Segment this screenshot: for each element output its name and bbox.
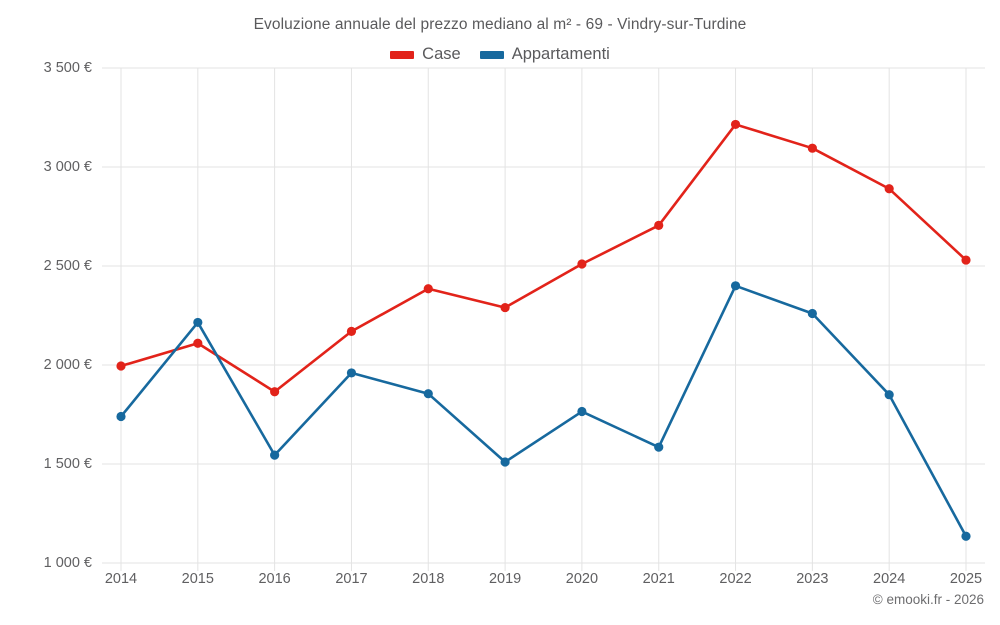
y-axis-tick-label: 2 500 €	[43, 258, 92, 274]
grid-lines	[102, 67, 985, 571]
y-axis-tick-label: 1 500 €	[43, 456, 92, 472]
data-point[interactable]	[884, 184, 894, 194]
legend-label-case: Case	[422, 45, 461, 63]
y-axis-tick-label: 3 500 €	[43, 60, 92, 76]
data-point[interactable]	[193, 317, 203, 328]
y-axis-tick-label: 1 000 €	[43, 555, 92, 571]
data-point[interactable]	[346, 368, 357, 378]
x-axis-tick-label: 2015	[181, 571, 214, 587]
data-point[interactable]	[807, 143, 817, 153]
legend-swatch-appartamenti	[479, 50, 504, 59]
x-axis-tick-label: 2014	[104, 571, 138, 587]
x-axis-tick-label: 2016	[258, 571, 291, 587]
legend-swatch-case	[390, 50, 415, 59]
data-point[interactable]	[500, 457, 510, 467]
legend-item-case[interactable]: Case	[390, 45, 461, 64]
data-point[interactable]	[884, 390, 894, 400]
data-point[interactable]	[654, 220, 664, 231]
data-point[interactable]	[577, 406, 587, 417]
series-line[interactable]	[119, 123, 968, 394]
data-point[interactable]	[346, 326, 357, 336]
data-point[interactable]	[654, 442, 664, 452]
x-axis-tick-label: 2019	[488, 571, 522, 587]
data-point[interactable]	[270, 450, 280, 460]
legend-item-appartamenti[interactable]: Appartamenti	[479, 45, 610, 64]
data-point[interactable]	[116, 361, 126, 371]
data-point[interactable]	[961, 255, 971, 265]
x-axis-tick-label: 2020	[565, 571, 599, 587]
x-axis-tick-label: 2023	[796, 571, 829, 587]
x-axis-tick-label: 2021	[642, 571, 675, 587]
data-point[interactable]	[807, 308, 817, 319]
series-case	[116, 119, 971, 397]
x-axis-tick-label: 2018	[412, 571, 445, 587]
chart-title: Evoluzione annuale del prezzo mediano al…	[253, 16, 747, 33]
x-axis-tick-label: 2025	[949, 571, 983, 587]
chart-legend: Case Appartamenti	[0, 45, 1000, 64]
x-axis-tick-label: 2024	[873, 571, 906, 587]
x-axis-tick-label: 2022	[719, 571, 752, 587]
data-point[interactable]	[423, 284, 433, 294]
data-point[interactable]	[730, 281, 741, 291]
y-axis-tick-label: 2 000 €	[43, 357, 92, 373]
series-appartamenti	[116, 281, 971, 541]
x-axis-tick-label: 2017	[335, 571, 368, 587]
legend-label-appartamenti: Appartamenti	[511, 45, 610, 63]
data-point[interactable]	[270, 387, 280, 397]
data-point[interactable]	[193, 338, 203, 348]
data-point[interactable]	[500, 302, 510, 313]
data-point[interactable]	[116, 411, 126, 422]
footer-credit: © emooki.fr - 2026	[872, 592, 984, 607]
data-point[interactable]	[730, 119, 741, 130]
data-point[interactable]	[423, 389, 433, 399]
data-point[interactable]	[577, 259, 587, 269]
series-line[interactable]	[119, 284, 968, 538]
data-point[interactable]	[961, 531, 971, 541]
y-axis-tick-label: 3 000 €	[43, 159, 92, 175]
